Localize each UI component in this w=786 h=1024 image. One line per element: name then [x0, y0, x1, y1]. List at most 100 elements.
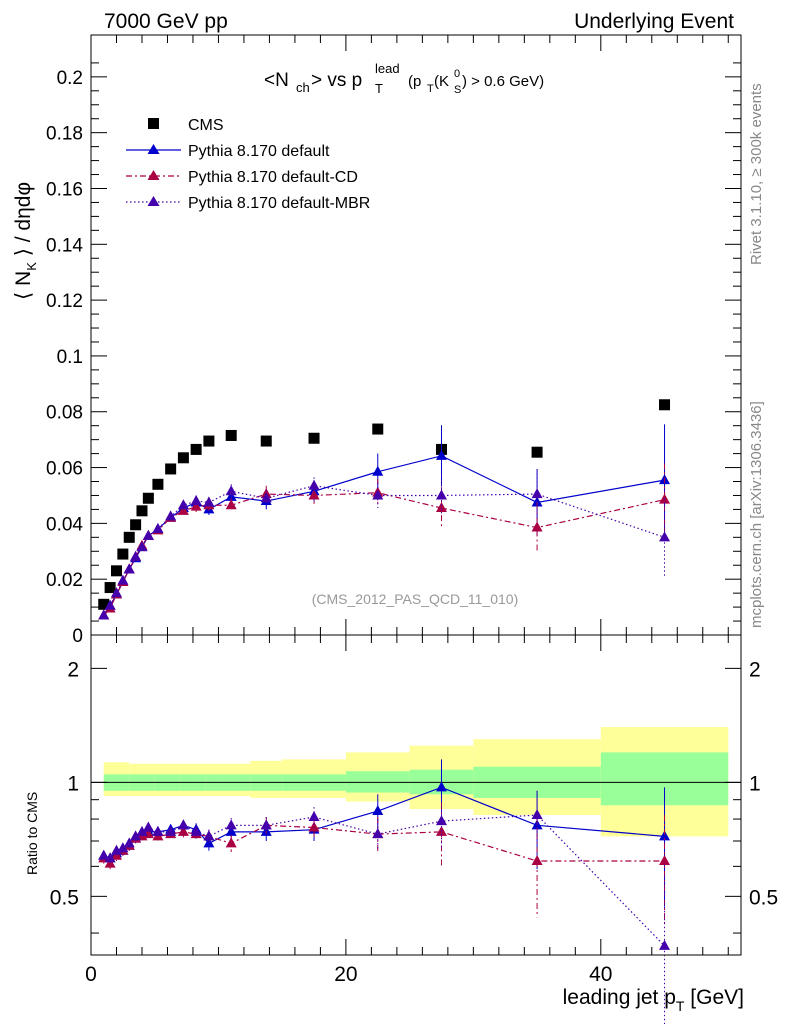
xlabel: leading jet pT [GeV] [563, 986, 744, 1014]
x-tick-label: 20 [334, 963, 357, 986]
ratio-point [308, 811, 320, 822]
main-point-cms [225, 429, 237, 441]
main-point-cms [104, 582, 116, 594]
ratio-point [260, 819, 272, 830]
ratio-point [177, 825, 189, 836]
ratio-point [98, 849, 110, 860]
legend-cd-label: Pythia 8.170 default-CD [188, 169, 358, 186]
title-part-n: <N [264, 70, 289, 91]
analysis-id: (CMS_2012_PAS_QCD_11_010) [312, 591, 519, 607]
main-point-cms [130, 519, 142, 531]
main-series-group [98, 399, 671, 620]
process-label: Underlying Event [574, 10, 734, 33]
main-y-tick-label: 0.2 [57, 68, 83, 89]
main-point [372, 465, 384, 476]
main-point [117, 574, 129, 585]
main-point [110, 587, 122, 598]
legend-entry-cms: CMS [148, 117, 224, 134]
x-tick-label: 40 [589, 963, 612, 986]
main-point [123, 563, 135, 574]
title-part-cut: (p [408, 73, 421, 90]
main-y-tick-label: 0.18 [46, 124, 83, 145]
ratio-y-tick-label-right: 0.5 [749, 886, 778, 909]
main-point-cms [190, 443, 202, 455]
main-point [98, 609, 110, 620]
main-point [190, 500, 202, 511]
legend-entry-mbr: Pythia 8.170 default-MBR [126, 195, 370, 212]
ratio-y-tick-label-left: 2 [67, 658, 79, 681]
main-point [435, 489, 447, 500]
ratio-point [203, 830, 215, 841]
main-line-pythia-8-170-default-cd [103, 492, 665, 616]
ratio-point [435, 781, 447, 792]
legend-mbr-label: Pythia 8.170 default-MBR [188, 195, 370, 212]
main-point-cms [260, 435, 272, 447]
ratio-point [308, 821, 320, 832]
plot-title: <N ch > vs p lead T (p T (K 0 S ) > 0.6 … [264, 61, 544, 96]
main-y-tick-label: 0.06 [46, 459, 83, 480]
main-point [531, 488, 543, 499]
x-tick-label: 0 [85, 963, 97, 986]
ratio-point [130, 830, 142, 841]
energy-label: 7000 GeV pp [104, 10, 228, 33]
ratio-point [165, 825, 177, 836]
ratio-point [123, 837, 135, 848]
main-point [225, 485, 237, 496]
ratio-point [190, 825, 202, 836]
main-point-cms [117, 548, 129, 560]
ratio-point [260, 825, 272, 836]
main-y-tick-label: 0.02 [46, 570, 83, 591]
main-point [177, 499, 189, 510]
main-ylabel: ⟨ NK ⟩ / dηdφ [12, 182, 39, 300]
main-point-cms [152, 478, 164, 490]
ratio-series-group [98, 759, 671, 1024]
main-point [308, 479, 320, 490]
main-point [531, 521, 543, 532]
main-point-cms [165, 463, 177, 475]
main-point-cms [142, 492, 154, 504]
main-point [152, 522, 164, 533]
legend-default-marker [147, 144, 160, 154]
main-y-tick-label: 0.14 [46, 235, 83, 256]
main-point [203, 496, 215, 507]
mcplots-label: mcplots.cern.ch [arXiv:1306.3436] [748, 401, 765, 628]
main-line-pythia-8-170-default-mbr [103, 485, 665, 616]
legend-cms-marker [148, 118, 159, 129]
title-part-cut-t: T [427, 83, 434, 95]
main-y-tick-label: 0.08 [46, 403, 83, 424]
main-point [260, 492, 272, 503]
title-part-lead: lead [375, 61, 400, 76]
main-point [435, 449, 447, 460]
title-part-cut-s: S [454, 84, 461, 96]
ratio-y-tick-label-left: 0.5 [50, 886, 79, 909]
title-part-t: T [375, 81, 383, 96]
main-point [165, 510, 177, 521]
main-point-cms [203, 435, 215, 447]
main-point [659, 531, 671, 542]
title-part-ch: ch [296, 80, 310, 95]
main-point [136, 541, 148, 552]
main-point [372, 489, 384, 500]
rivet-label: Rivet 3.1.10, ≥ 300k events [748, 83, 765, 265]
main-point [190, 495, 202, 506]
title-part-cut2: (K [434, 73, 449, 90]
ratio-y-tick-label-right: 1 [749, 772, 761, 795]
ratio-y-tick-label-right: 2 [749, 658, 761, 681]
legend-entry-default: Pythia 8.170 default [126, 143, 330, 160]
ratio-point [142, 821, 154, 832]
ratio-point [136, 825, 148, 836]
main-point-cms [659, 399, 671, 411]
ratio-frame [90, 634, 742, 956]
main-point-cms [98, 598, 110, 610]
legend-default-label: Pythia 8.170 default [188, 143, 330, 160]
ratio-uncertainty-bands [103, 727, 729, 837]
main-series-cms [98, 399, 671, 610]
ratio-point [659, 830, 671, 841]
ratio-series-pythia-8-170-default-mbr [98, 790, 671, 1024]
title-part-vs: > vs p [311, 70, 362, 91]
ratio-line-pythia-8-170-default-cd [103, 824, 665, 865]
main-point [142, 529, 154, 540]
ratio-y-tick-label-left: 1 [67, 772, 79, 795]
main-point [225, 490, 237, 501]
